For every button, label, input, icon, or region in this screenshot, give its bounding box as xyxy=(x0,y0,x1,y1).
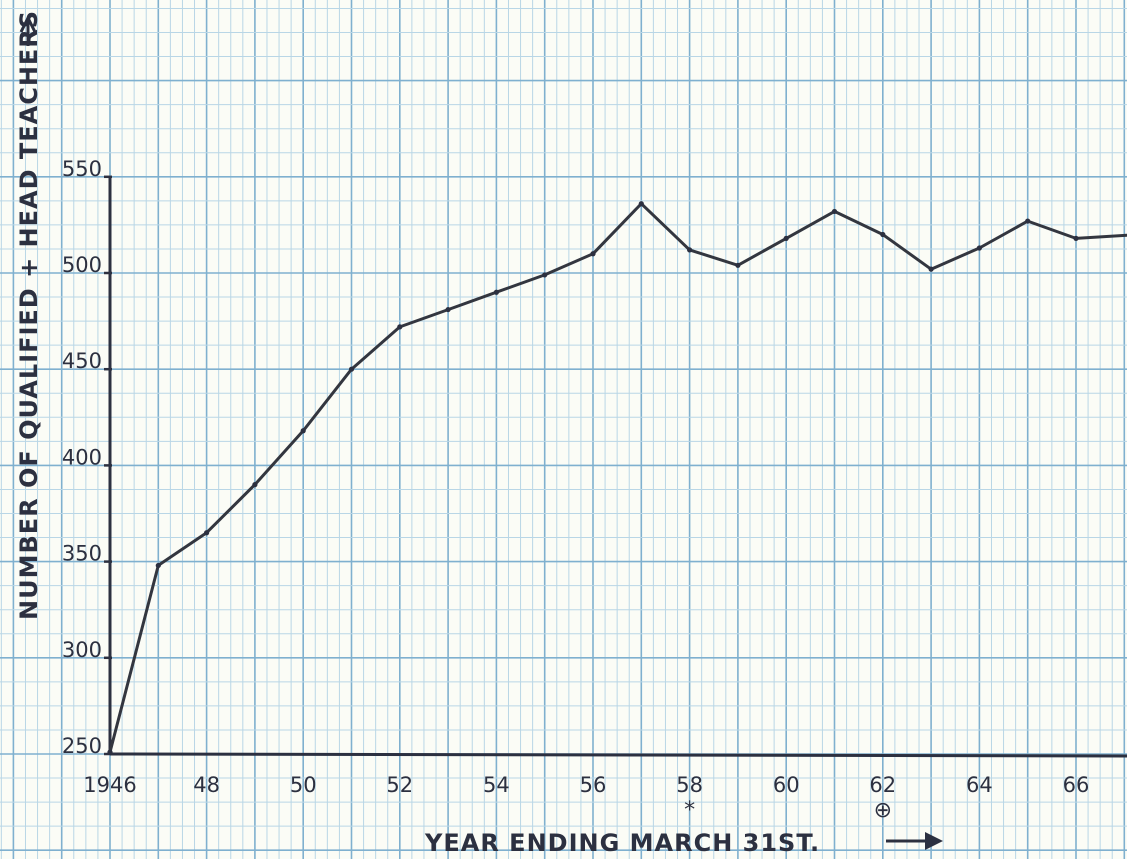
x-tick-label: 66 xyxy=(1063,773,1090,797)
data-point xyxy=(1073,235,1079,241)
x-axis-label: YEAR ENDING MARCH 31ST. xyxy=(424,829,820,857)
data-point xyxy=(348,366,355,372)
data-point xyxy=(831,208,838,215)
data-point xyxy=(928,266,934,272)
x-tick-label: 48 xyxy=(193,773,220,797)
y-tick-label: 550 xyxy=(62,157,102,181)
data-point xyxy=(252,482,258,488)
x-tick-label: 62 xyxy=(869,773,896,797)
x-tick-label: 50 xyxy=(290,773,317,797)
data-point xyxy=(783,235,789,241)
data-point xyxy=(880,231,886,238)
data-point xyxy=(445,306,451,313)
data-point xyxy=(493,289,499,295)
data-point xyxy=(107,749,113,755)
x-tick-label: 56 xyxy=(580,773,607,797)
x-tick-label: 58 xyxy=(676,773,703,797)
x-tick-label: 1946 xyxy=(83,773,136,797)
y-tick-label: 350 xyxy=(62,542,102,566)
axes xyxy=(104,175,1127,758)
x-tick-label: 52 xyxy=(386,773,413,797)
data-point xyxy=(1025,218,1031,224)
data-point xyxy=(204,530,210,536)
annotations: * ⊕ xyxy=(684,798,892,823)
data-point xyxy=(638,201,644,207)
y-tick-label: 300 xyxy=(62,638,102,662)
x-tick-labels: 1946 48 50 52 54 56 58 60 62 64 66 xyxy=(83,773,1089,797)
data-point xyxy=(590,251,596,257)
series xyxy=(107,201,1127,755)
y-tick-label: 250 xyxy=(62,734,102,758)
series-line xyxy=(108,202,1127,754)
data-point xyxy=(300,428,306,434)
y-tick-labels: 250 300 350 400 450 500 550 xyxy=(62,157,102,758)
y-tick-label: 500 xyxy=(62,253,102,277)
x-tick-label: 60 xyxy=(773,773,800,797)
data-point xyxy=(976,245,983,251)
data-point xyxy=(735,262,741,268)
x-tick-label: 54 xyxy=(483,773,510,797)
x-tick-label: 64 xyxy=(966,773,993,797)
data-point xyxy=(542,272,548,278)
y-tick-label: 400 xyxy=(62,445,102,469)
annotation-mark: * xyxy=(684,798,695,823)
data-point xyxy=(687,247,693,253)
y-axis-label: NUMBER OF QUALIFIED + HEAD TEACHERS xyxy=(15,10,43,620)
y-tick-label: 450 xyxy=(62,349,102,373)
x-axis-line xyxy=(109,752,1127,758)
x-axis-arrow-head-icon xyxy=(925,832,943,850)
annotation-mark: ⊕ xyxy=(874,798,892,823)
data-point xyxy=(155,562,161,569)
y-axis-arrow-icon xyxy=(19,14,37,46)
data-point xyxy=(397,324,403,330)
